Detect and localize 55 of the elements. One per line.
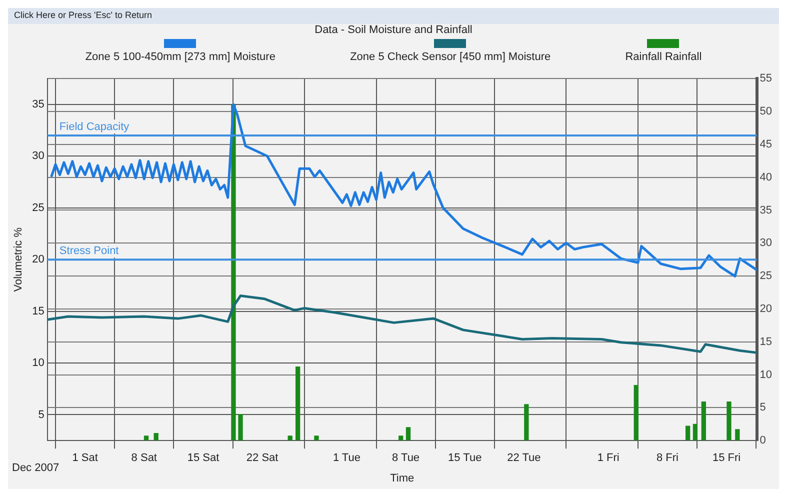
y2-tick-label: 0 (760, 434, 766, 447)
bar (634, 384, 638, 440)
text: Click Here or Press 'Esc' to Return (8, 8, 779, 24)
x-tick-label: 1 Sat (72, 452, 98, 464)
legend-label: Zone 5 100-450mm [273 mm] Moisture (85, 51, 276, 63)
ref-line-label: Stress Point (59, 245, 119, 258)
bar (735, 429, 740, 440)
y2-tick-label: 40 (760, 171, 772, 184)
x-tick-label: 15 Tue (448, 452, 482, 464)
bar (726, 401, 732, 440)
y2-tick-label: 30 (760, 237, 772, 250)
y-tick-label: 20 (32, 254, 44, 266)
bar (398, 436, 404, 440)
x-tick-label: 1 Tue (332, 452, 360, 464)
y2-tick-label: 10 (760, 368, 772, 381)
y-tick-label: 10 (32, 357, 44, 370)
x-tick-label: 15 Sat (187, 452, 220, 464)
bar (406, 427, 411, 440)
x-tick-label: 8 Tue (392, 452, 420, 464)
y-tick-label: 35 (32, 98, 44, 110)
text: Dec 2007 (12, 462, 60, 474)
chart-title: Data - Soil Moisture and Rainfall (314, 24, 474, 38)
bar (692, 424, 698, 440)
y-tick-label: 15 (32, 305, 44, 318)
x-tick-label: 22 Sat (246, 452, 278, 464)
bar (144, 436, 149, 440)
bar (524, 404, 529, 440)
bar (296, 366, 300, 440)
legend-label: Zone 5 Check Sensor [450 mm] Moisture (350, 51, 551, 63)
y2-tick-label: 45 (760, 138, 772, 150)
x-tick-label: 1 Fri (597, 452, 620, 464)
x-tick-label: 8 Fri (656, 452, 678, 464)
x-tick-label: 15 Fri (712, 452, 741, 464)
y2-tick-label: 55 (760, 72, 772, 85)
bar (288, 436, 292, 440)
y-tick-label: 5 (38, 408, 44, 421)
legend-label: Rainfall Rainfall (625, 51, 702, 63)
y2-tick-label: 5 (760, 402, 766, 414)
y2-tick-label: 20 (760, 302, 772, 315)
y-tick-label: 30 (32, 150, 44, 162)
bar (154, 433, 158, 440)
y-axis-title: Volumetric % (12, 227, 25, 292)
x-tick-label: 22 Tue (507, 452, 541, 464)
x-axis-title: Time (390, 472, 414, 484)
y2-tick-label: 50 (760, 106, 772, 118)
y2-tick-label: 35 (760, 204, 772, 216)
ref-line-label: Field Capacity (59, 121, 130, 134)
y-tick-label: 25 (32, 202, 44, 214)
x-tick-label: 8 Sat (131, 452, 157, 464)
bar (686, 426, 690, 440)
bar (238, 414, 243, 440)
y2-tick-label: 25 (760, 270, 772, 282)
y2-tick-label: 15 (760, 336, 772, 348)
bar (314, 436, 319, 440)
bar (701, 401, 706, 440)
